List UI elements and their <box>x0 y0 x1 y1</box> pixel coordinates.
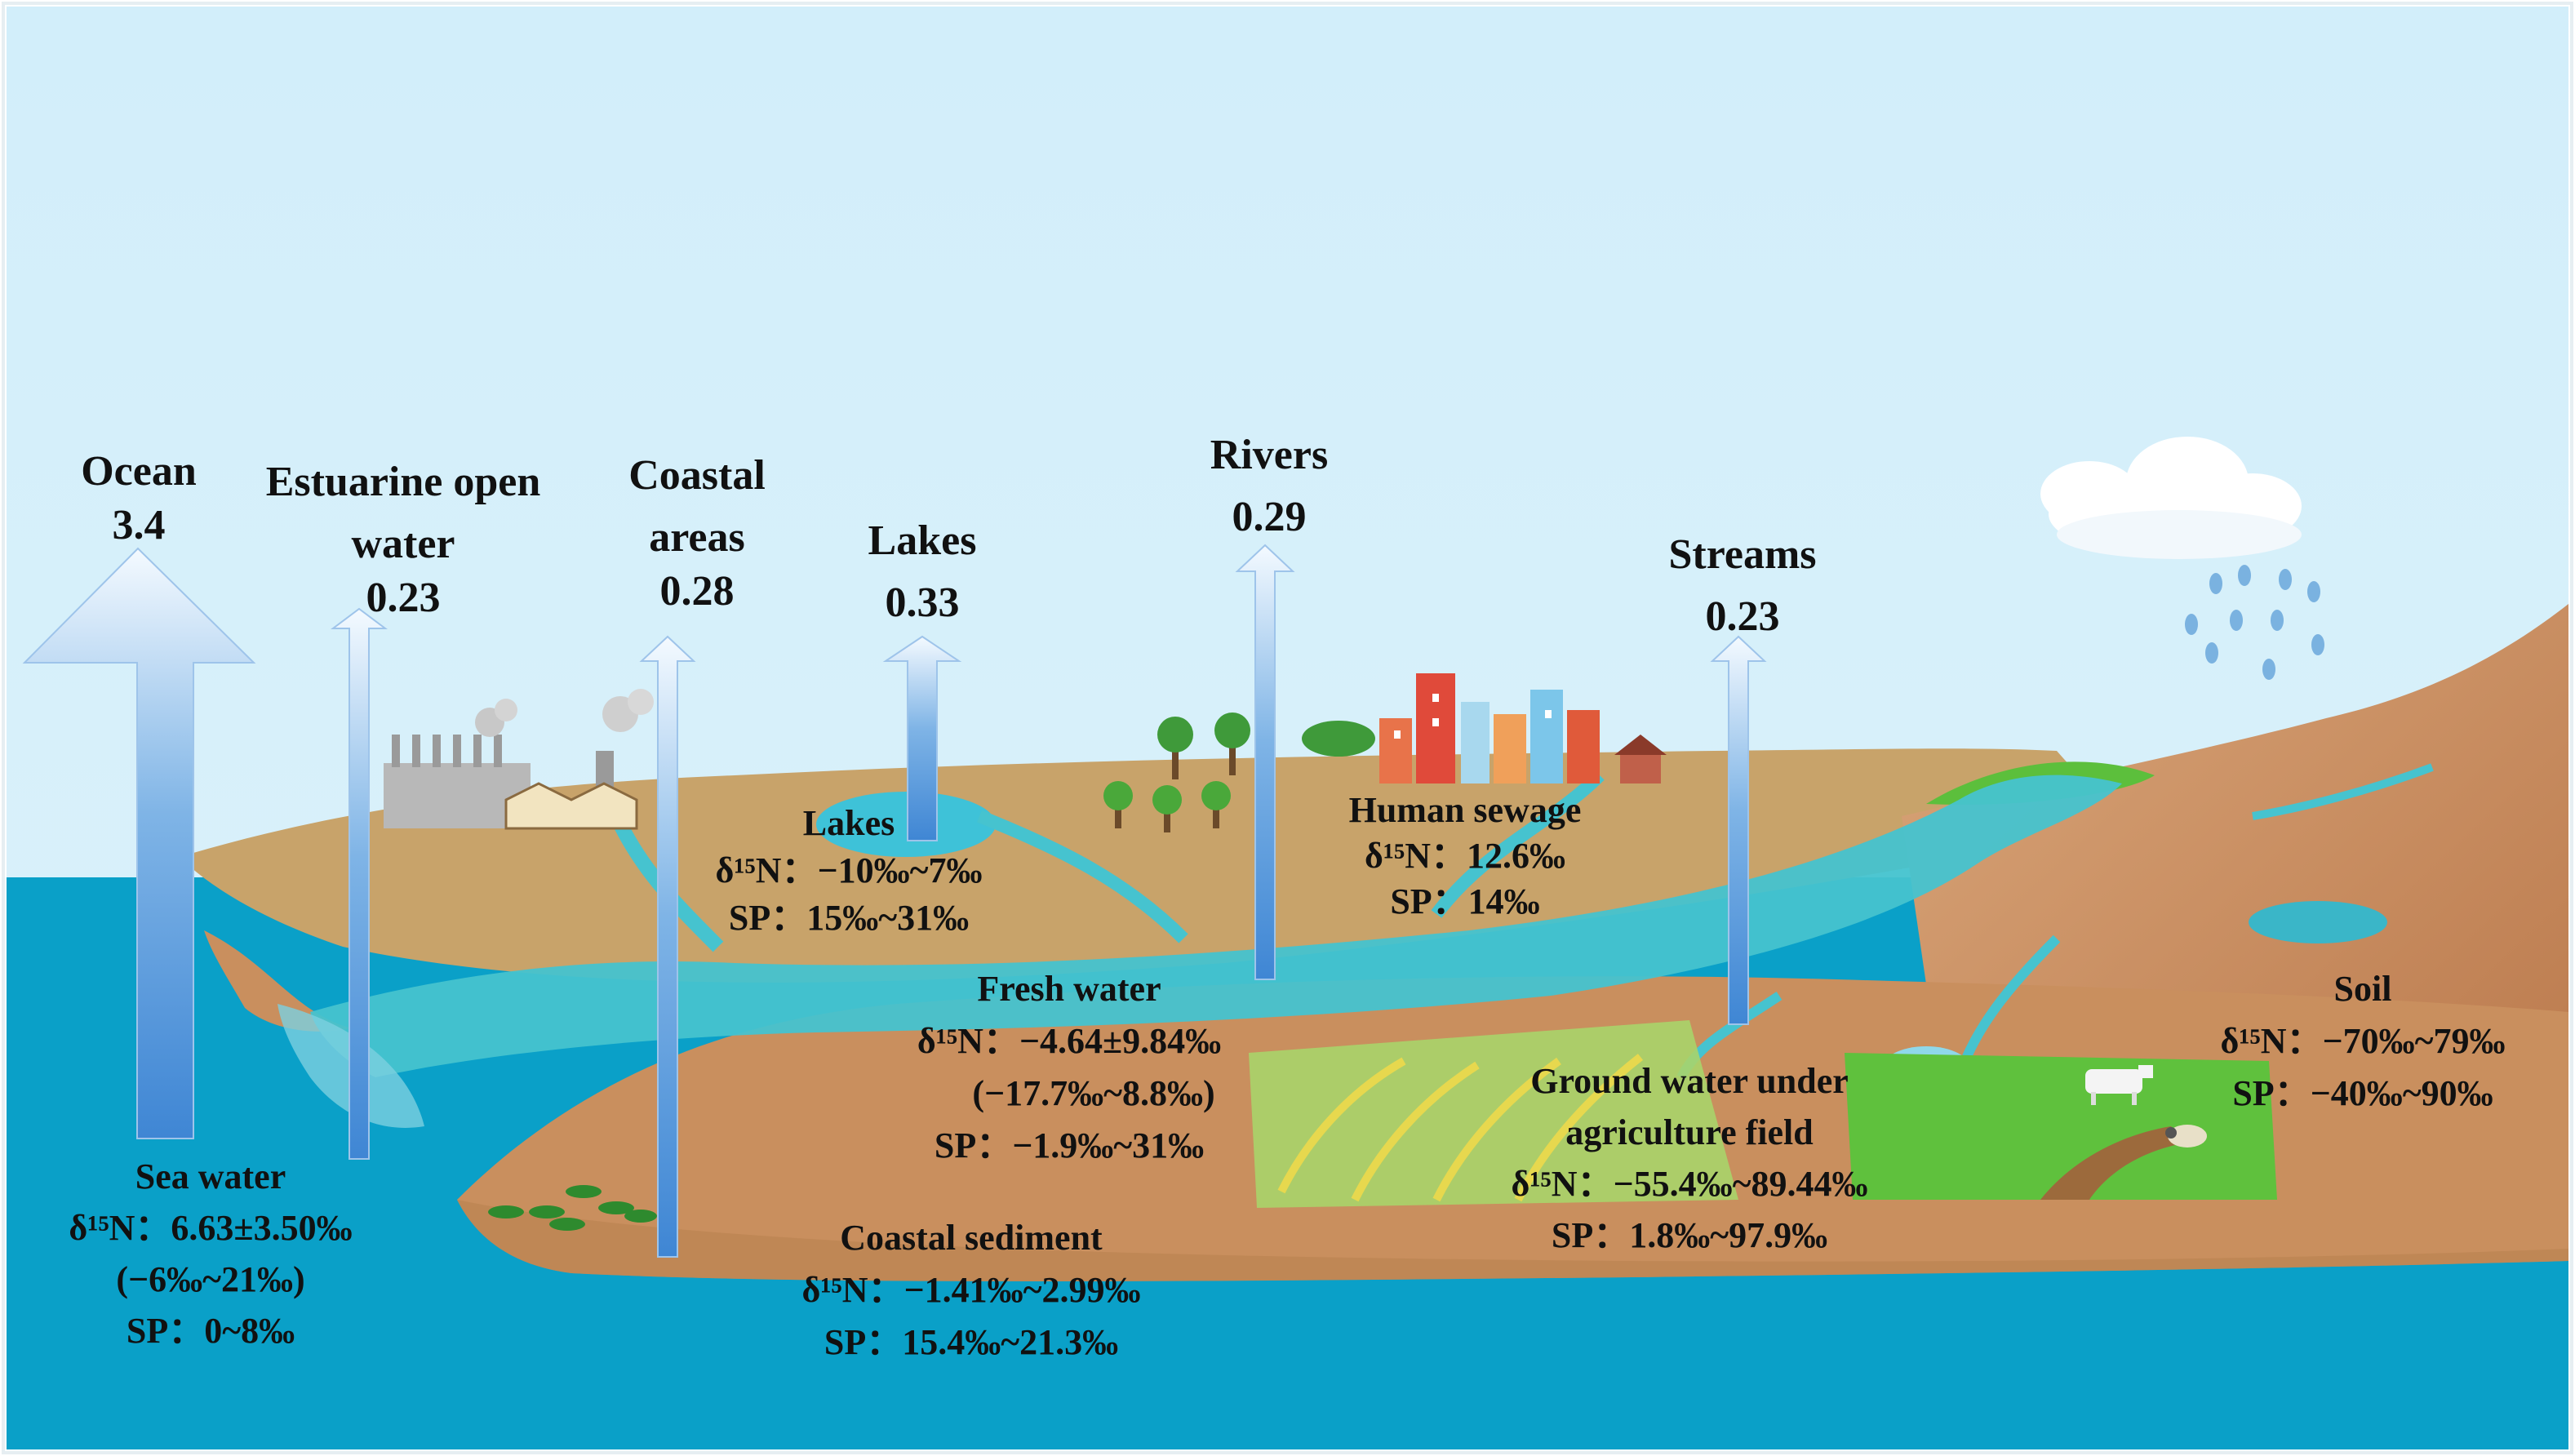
stream-6 <box>2252 763 2434 820</box>
palm-plant-icon <box>488 1185 657 1231</box>
isotope-sp: SP：−40‰~90‰ <box>2232 1073 2493 1113</box>
isotope-range: (−6‰~21‰) <box>116 1259 305 1299</box>
isotope-range: (−17.7‰~8.8‰) <box>972 1073 1215 1113</box>
flux-title-2: areas <box>649 514 745 561</box>
pasture-path <box>2040 1126 2187 1200</box>
left-coast <box>204 930 351 1032</box>
flux-label-coastal: Coastal areas 0.28 <box>628 445 766 623</box>
flux-title: Estuarine open <box>265 459 541 505</box>
source-title: Human sewage <box>1348 790 1582 830</box>
tree-icon <box>1103 712 1375 832</box>
flux-title: Ocean <box>81 448 197 495</box>
isotope-d15n: δ¹⁵N：−4.64±9.84‰ <box>917 1021 1222 1061</box>
isotope-sp: SP：1.8‰~97.9‰ <box>1551 1215 1828 1255</box>
streams-flux-arrow <box>1710 635 1767 1025</box>
source-title: Ground water under <box>1530 1061 1849 1101</box>
isotope-sp: SP：−1.9‰~31‰ <box>934 1125 1205 1165</box>
flux-title: Lakes <box>868 517 977 564</box>
raindrop-icon <box>2185 565 2324 680</box>
ocean-flux-arrow <box>22 547 256 1139</box>
flux-label-ocean: Ocean 3.4 <box>81 445 197 553</box>
source-title: Fresh water <box>977 969 1161 1009</box>
isotope-sp: SP：15.4‰~21.3‰ <box>824 1322 1119 1362</box>
stream-2 <box>977 810 1188 943</box>
estuarine-flux-arrow <box>331 607 388 1160</box>
sheep-icon <box>2165 1125 2207 1147</box>
stream-3 <box>1431 770 1605 918</box>
rivers-flux-arrow <box>1235 544 1295 980</box>
city-buildings-icon <box>1379 673 1600 783</box>
flux-title: Streams <box>1668 531 1817 578</box>
flux-value: 0.29 <box>1232 494 1307 540</box>
isotope-d15n: δ¹⁵N：12.6‰ <box>1365 836 1565 876</box>
cloud-icon <box>2040 437 2302 559</box>
source-label-groundwater: Ground water under agriculture field δ¹⁵… <box>1512 1055 1868 1261</box>
source-label-lakes: Lakes δ¹⁵N：−10‰~7‰ SP：15‰~31‰ <box>716 800 983 942</box>
source-label-soil: Soil δ¹⁵N：−70‰~79‰ SP：−40‰~90‰ <box>2221 963 2506 1120</box>
soil-pond <box>2249 901 2387 943</box>
flux-title-2: water <box>351 521 455 567</box>
cow-icon <box>2085 1065 2153 1105</box>
source-title: Lakes <box>802 803 895 843</box>
source-label-sewage: Human sewage δ¹⁵N：12.6‰ SP：14‰ <box>1349 788 1582 925</box>
lakes-flux-arrow <box>882 635 962 841</box>
flux-label-rivers: Rivers 0.29 <box>1210 424 1328 548</box>
crop-rows <box>1277 1054 1644 1202</box>
flux-value: 0.28 <box>659 568 735 615</box>
source-label-coastal-sediment: Coastal sediment δ¹⁵N：−1.41‰~2.99‰ SP：15… <box>802 1212 1141 1369</box>
isotope-d15n: δ¹⁵N：−70‰~79‰ <box>2220 1021 2506 1061</box>
flux-value: 0.23 <box>366 575 441 621</box>
source-title-2: agriculture field <box>1565 1112 1814 1152</box>
flux-label-estuarine: Estuarine open water 0.23 <box>266 451 541 629</box>
isotope-sp: SP：0~8‰ <box>126 1311 295 1351</box>
factory-icon <box>384 689 654 830</box>
flux-value: 0.33 <box>885 579 960 626</box>
flux-value: 3.4 <box>112 502 166 548</box>
upper-lake <box>816 792 996 857</box>
source-label-freshwater: Fresh water δ¹⁵N：−4.64±9.84‰ (−17.7‰~8.8… <box>917 963 1221 1172</box>
isotope-d15n: δ¹⁵N：−1.41‰~2.99‰ <box>801 1270 1141 1310</box>
pasture <box>1845 1053 2277 1200</box>
flux-value: 0.23 <box>1705 593 1780 640</box>
source-title: Soil <box>2333 969 2392 1009</box>
isotope-sp: SP：14‰ <box>1390 881 1540 921</box>
flux-title: Rivers <box>1210 432 1329 478</box>
isotope-d15n: δ¹⁵N：−55.4‰~89.44‰ <box>1511 1164 1868 1204</box>
flux-title: Coastal <box>628 452 766 499</box>
house-icon <box>1614 735 1667 783</box>
source-label-seawater: Sea water δ¹⁵N：6.63±3.50‰ (−6‰~21‰) SP：0… <box>69 1151 352 1356</box>
isotope-d15n: δ¹⁵N：−10‰~7‰ <box>715 850 983 890</box>
isotope-d15n: δ¹⁵N：6.63±3.50‰ <box>69 1208 353 1248</box>
main-river <box>310 775 2122 1077</box>
plain-shadow <box>457 1200 2568 1281</box>
coastal-flux-arrow <box>639 635 696 1258</box>
source-title: Sea water <box>135 1156 286 1196</box>
source-title: Coastal sediment <box>840 1218 1103 1258</box>
flux-label-lakes: Lakes 0.33 <box>868 510 977 634</box>
flux-label-streams: Streams 0.23 <box>1668 524 1816 648</box>
isotope-sp: SP：15‰~31‰ <box>728 898 970 938</box>
